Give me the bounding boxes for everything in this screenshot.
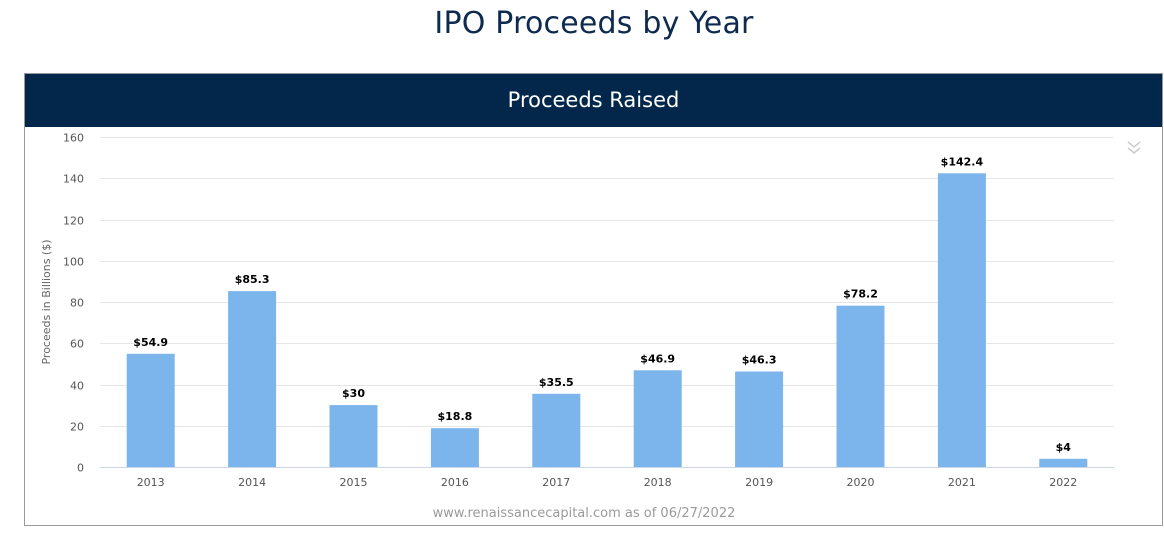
data-label: $4: [1056, 441, 1072, 454]
x-tick-label: 2022: [1049, 476, 1077, 489]
page-title: IPO Proceeds by Year: [434, 6, 754, 41]
bar-2019[interactable]: [735, 371, 784, 468]
bar-2020[interactable]: [836, 305, 885, 467]
x-tick-label: 2016: [441, 476, 469, 489]
bar-2015[interactable]: [329, 405, 378, 467]
data-label: $46.3: [742, 354, 777, 367]
x-tick-label: 2015: [340, 476, 368, 489]
panel-header: Proceeds Raised: [25, 74, 1162, 127]
credit-text: www.renaissancecapital.com as of 06/27/2…: [433, 506, 736, 521]
data-labels: $54.9 $85.3 $30 $18.8 $35.5 $46.9 $46.3 $78.2 $1…: [133, 155, 1072, 454]
x-axis-ticks: 2013 2014 2015 2016 2017 2018 2019 2020 2021 2022: [137, 476, 1078, 489]
y-tick-label: 40: [70, 380, 84, 393]
bar-2014[interactable]: [228, 291, 277, 467]
y-tick-label: 100: [63, 256, 84, 269]
data-label: $142.4: [941, 155, 984, 168]
data-label: $35.5: [539, 376, 574, 389]
bar-2018[interactable]: [633, 370, 682, 467]
bar-2013[interactable]: [126, 353, 175, 467]
y-tick-label: 160: [63, 132, 84, 145]
bar-2022[interactable]: [1039, 458, 1088, 468]
bar-2017[interactable]: [532, 393, 581, 467]
y-tick-label: 20: [70, 421, 84, 434]
x-tick-label: 2014: [238, 476, 266, 489]
y-tick-label: 0: [77, 462, 84, 475]
bar-2016[interactable]: [430, 428, 479, 467]
data-label: $54.9: [133, 336, 168, 349]
y-tick-label: 60: [70, 338, 84, 351]
y-axis-ticks: 0 20 40 60 80 100 120 140 160: [63, 132, 84, 475]
x-tick-label: 2020: [847, 476, 875, 489]
data-label: $18.8: [438, 410, 473, 423]
bars: [126, 173, 1088, 468]
data-label: $85.3: [235, 273, 270, 286]
y-axis-title: Proceeds in Billions ($): [40, 239, 53, 364]
x-tick-label: 2019: [745, 476, 773, 489]
x-tick-label: 2021: [948, 476, 976, 489]
data-label: $46.9: [640, 352, 675, 365]
x-tick-label: 2017: [542, 476, 570, 489]
data-label: $78.2: [843, 288, 878, 301]
y-tick-label: 80: [70, 297, 84, 310]
x-tick-label: 2018: [644, 476, 672, 489]
y-tick-label: 120: [63, 215, 84, 228]
bar-2021[interactable]: [937, 173, 986, 468]
double-chevron-down-icon[interactable]: [1125, 139, 1143, 157]
data-label: $30: [342, 387, 365, 400]
y-tick-label: 140: [63, 173, 84, 186]
x-tick-label: 2013: [137, 476, 165, 489]
